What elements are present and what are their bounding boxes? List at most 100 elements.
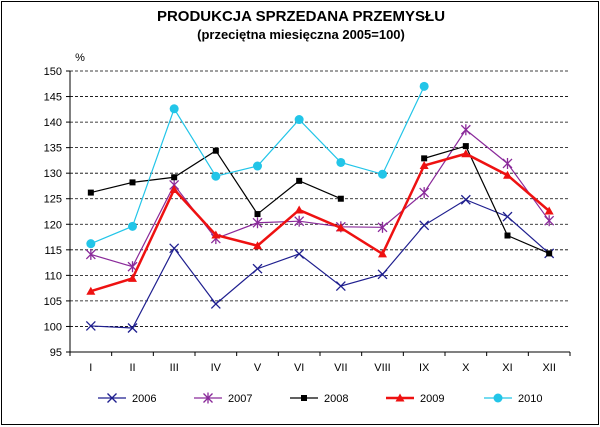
axes bbox=[66, 70, 571, 356]
series-line bbox=[90, 199, 550, 329]
data-point bbox=[336, 157, 346, 167]
x-tick-label: V bbox=[254, 362, 262, 374]
series-line bbox=[90, 152, 550, 293]
data-point bbox=[85, 248, 96, 260]
data-point bbox=[85, 320, 96, 331]
data-point bbox=[336, 223, 346, 232]
data-point bbox=[335, 281, 346, 292]
data-point bbox=[296, 177, 303, 184]
legend-item-2008: 2008 bbox=[290, 393, 348, 405]
x-tick-label: IX bbox=[419, 362, 430, 374]
x-tick-label: VIII bbox=[374, 362, 391, 374]
x-tick-label: VII bbox=[334, 362, 347, 374]
series-2009 bbox=[86, 149, 554, 295]
data-point bbox=[203, 392, 213, 404]
data-point bbox=[211, 230, 221, 239]
data-point bbox=[169, 243, 180, 254]
y-tick-label: 110 bbox=[44, 270, 62, 282]
x-tick-label: VI bbox=[294, 362, 304, 374]
x-tick-label: I bbox=[89, 362, 92, 374]
x-tick-label: IV bbox=[211, 362, 222, 374]
x-tick-label: XII bbox=[542, 362, 555, 374]
data-point bbox=[460, 124, 471, 136]
y-tick-label: 145 bbox=[44, 92, 62, 104]
y-tick-label: 130 bbox=[44, 168, 62, 180]
data-point bbox=[129, 179, 136, 186]
data-point bbox=[460, 194, 471, 205]
data-point bbox=[253, 161, 262, 171]
legend-item-2010: 2010 bbox=[484, 393, 542, 405]
y-tick-label: 125 bbox=[44, 194, 62, 206]
chart-title: PRODUKCJA SPRZEDANA PRZEMYSŁU bbox=[156, 8, 446, 25]
data-point bbox=[544, 215, 555, 227]
series-2010 bbox=[86, 81, 429, 249]
x-tick-label: X bbox=[462, 362, 470, 374]
data-point bbox=[211, 171, 221, 181]
data-point bbox=[493, 393, 503, 403]
series-line bbox=[423, 145, 550, 254]
data-point bbox=[544, 206, 554, 215]
y-tick-label: 115 bbox=[44, 245, 62, 257]
y-tick-label: 135 bbox=[44, 143, 62, 155]
data-point bbox=[377, 269, 388, 280]
y-tick-label: 140 bbox=[44, 117, 62, 129]
data-point bbox=[210, 299, 221, 309]
series-2008 bbox=[87, 143, 553, 257]
x-tick-label: II bbox=[129, 362, 135, 374]
data-point bbox=[128, 221, 137, 231]
series-line bbox=[90, 128, 550, 268]
legend-label: 2010 bbox=[518, 393, 542, 405]
data-point bbox=[294, 248, 305, 259]
legend-label: 2008 bbox=[324, 393, 348, 405]
y-tick-label: 105 bbox=[44, 296, 62, 308]
data-point bbox=[378, 249, 387, 258]
data-point bbox=[169, 185, 179, 194]
y-tick-label: 120 bbox=[44, 219, 62, 231]
data-point bbox=[301, 395, 307, 401]
data-point bbox=[337, 195, 344, 202]
data-point bbox=[254, 211, 261, 218]
data-point bbox=[86, 286, 96, 295]
data-point bbox=[461, 149, 471, 158]
data-point bbox=[294, 215, 305, 227]
data-point bbox=[294, 115, 304, 125]
data-point bbox=[171, 174, 178, 181]
series-2006 bbox=[85, 194, 555, 333]
legend-item-2007: 2007 bbox=[194, 392, 252, 405]
data-point bbox=[419, 220, 430, 231]
y-tick-label: 95 bbox=[50, 347, 62, 359]
data-point bbox=[252, 217, 263, 229]
data-point bbox=[107, 393, 117, 403]
data-point bbox=[503, 170, 512, 179]
data-point bbox=[127, 323, 138, 333]
legend-item-2006: 2006 bbox=[98, 393, 156, 405]
data-point bbox=[87, 189, 94, 196]
data-point bbox=[462, 143, 469, 150]
grid-lines bbox=[70, 70, 570, 327]
y-tick-label: 100 bbox=[44, 321, 62, 333]
series-layer bbox=[85, 81, 555, 333]
legend-label: 2009 bbox=[420, 393, 444, 405]
data-point bbox=[378, 169, 387, 179]
data-point bbox=[502, 211, 513, 222]
data-point bbox=[419, 161, 429, 170]
data-point bbox=[169, 104, 179, 114]
data-point bbox=[86, 239, 96, 249]
legend-label: 2007 bbox=[228, 393, 252, 405]
legend-label: 2006 bbox=[132, 393, 156, 405]
legend-item-2009: 2009 bbox=[386, 393, 444, 405]
y-axis-label: % bbox=[75, 52, 85, 64]
data-point bbox=[546, 250, 553, 257]
data-point bbox=[504, 232, 511, 239]
x-tick-label: XI bbox=[502, 362, 512, 374]
x-tick-label: III bbox=[170, 362, 179, 374]
data-point bbox=[395, 393, 405, 402]
data-point bbox=[252, 263, 263, 274]
data-point bbox=[377, 221, 388, 233]
data-point bbox=[502, 157, 513, 169]
data-point bbox=[419, 187, 430, 199]
chart-subtitle: (przeciętna miesięczna 2005=100) bbox=[197, 27, 405, 42]
data-point bbox=[212, 147, 219, 154]
